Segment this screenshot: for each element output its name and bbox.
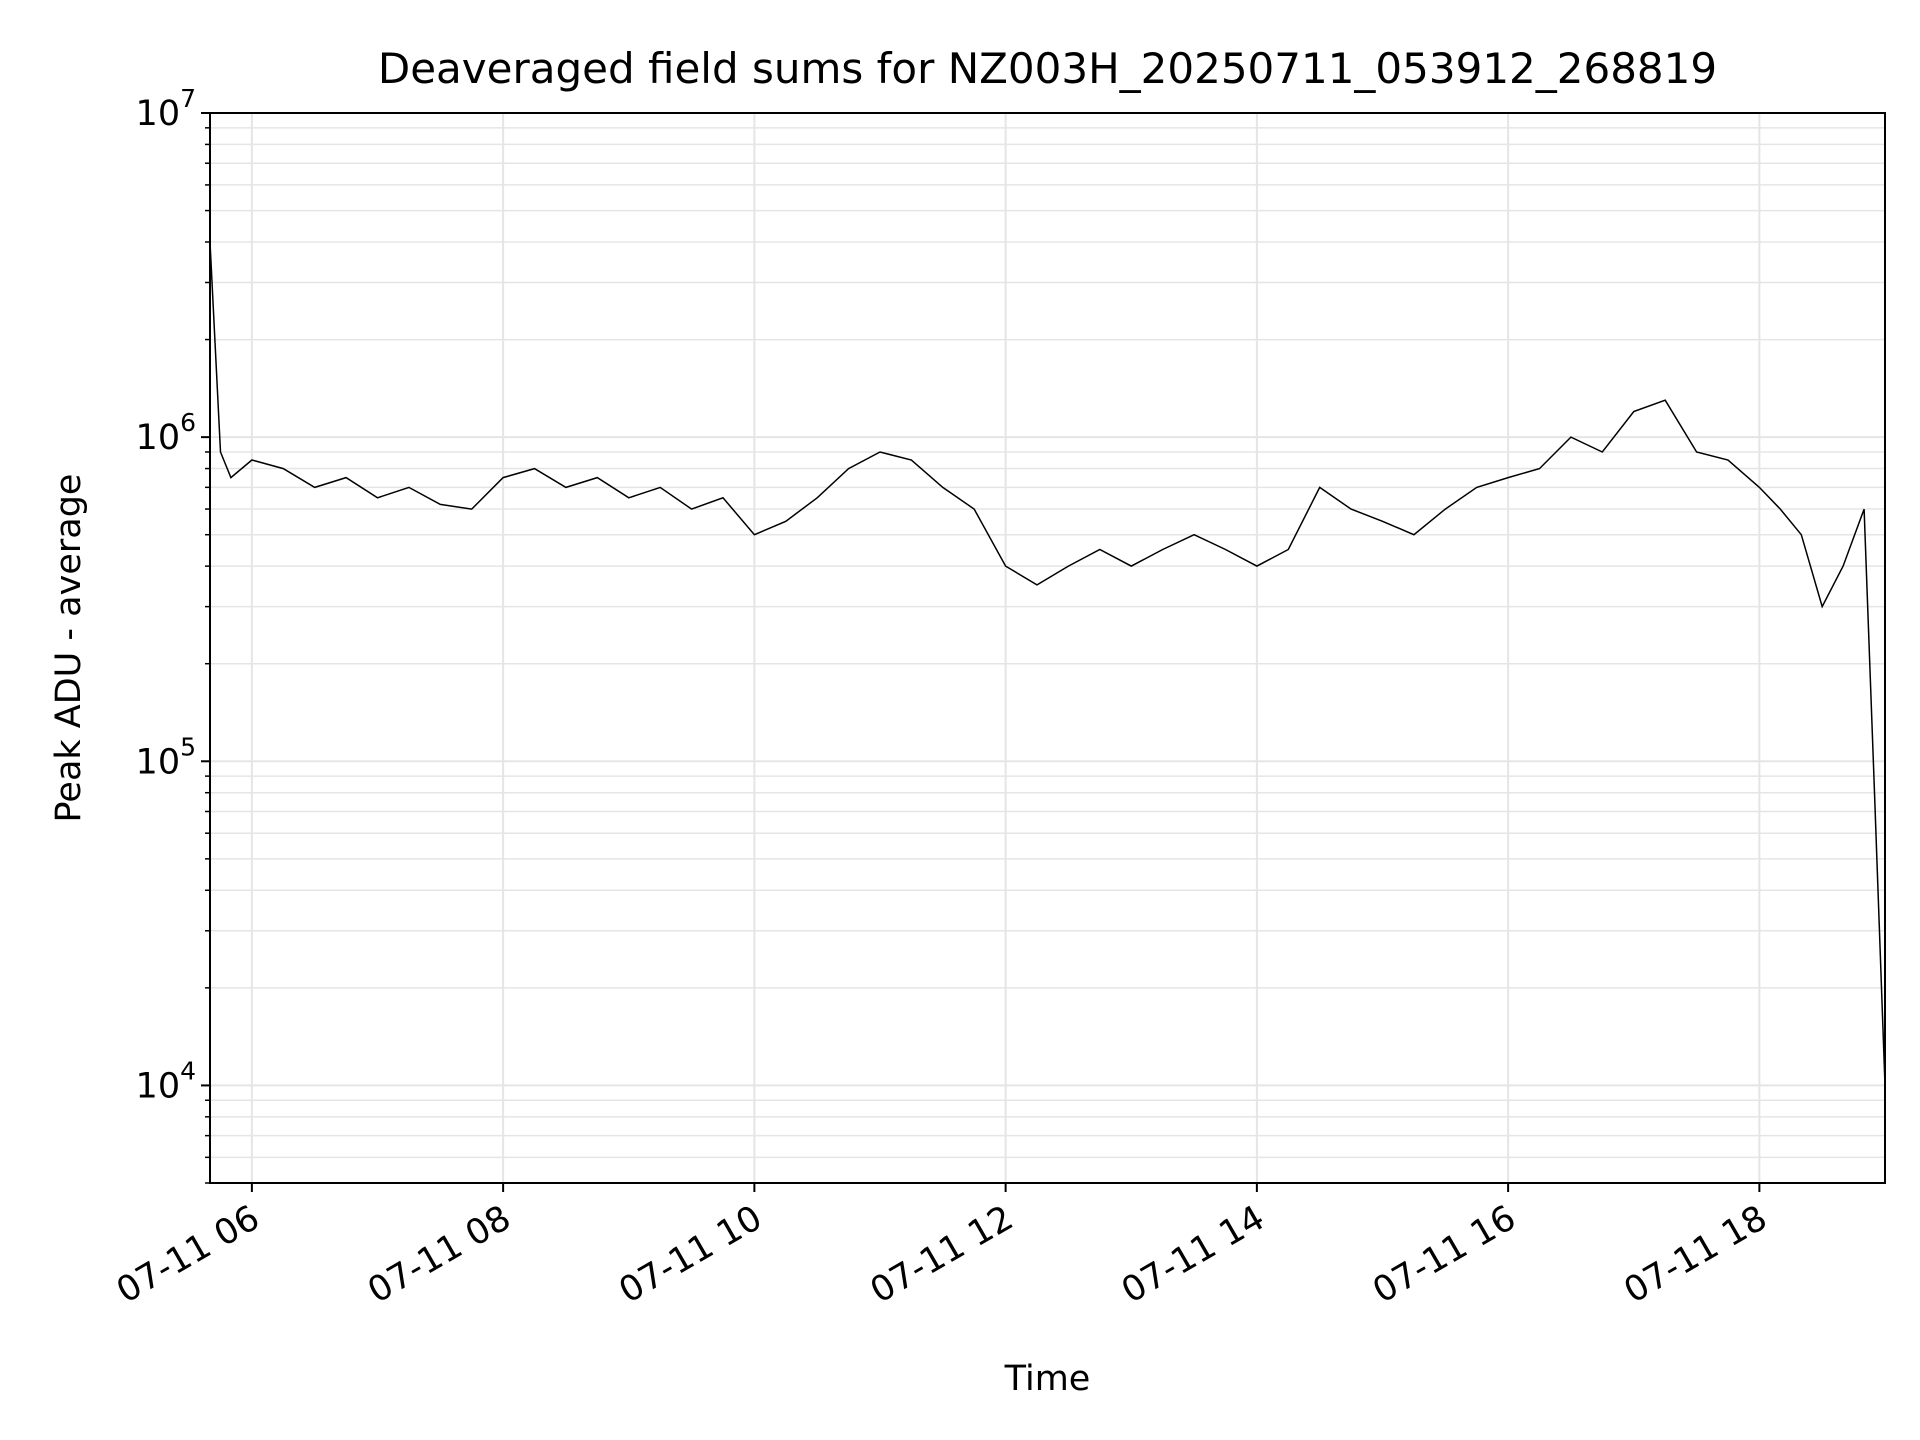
plot-frame	[209, 112, 1886, 1184]
data-line	[209, 241, 1886, 1086]
chart-title: Deaveraged field sums for NZ003H_2025071…	[378, 44, 1717, 93]
y-tick-exponent: 5	[180, 732, 196, 761]
series-line	[209, 241, 1886, 1086]
grid	[210, 112, 1885, 1184]
y-tick-label: 107	[136, 84, 196, 134]
y-tick-exponent: 4	[180, 1056, 196, 1085]
y-tick-base: 10	[136, 94, 181, 134]
y-tick-label: 106	[136, 408, 196, 458]
y-tick-label: 105	[136, 732, 196, 782]
y-tick-base: 10	[136, 742, 181, 782]
y-axis-label: Peak ADU - average	[49, 474, 89, 823]
y-tick-label: 104	[136, 1056, 196, 1106]
x-axis-label: Time	[1004, 1359, 1091, 1399]
y-tick-base: 10	[136, 418, 181, 458]
y-tick-exponent: 6	[180, 408, 196, 437]
y-tick-exponent: 7	[180, 84, 196, 113]
y-tick-base: 10	[136, 1066, 181, 1106]
